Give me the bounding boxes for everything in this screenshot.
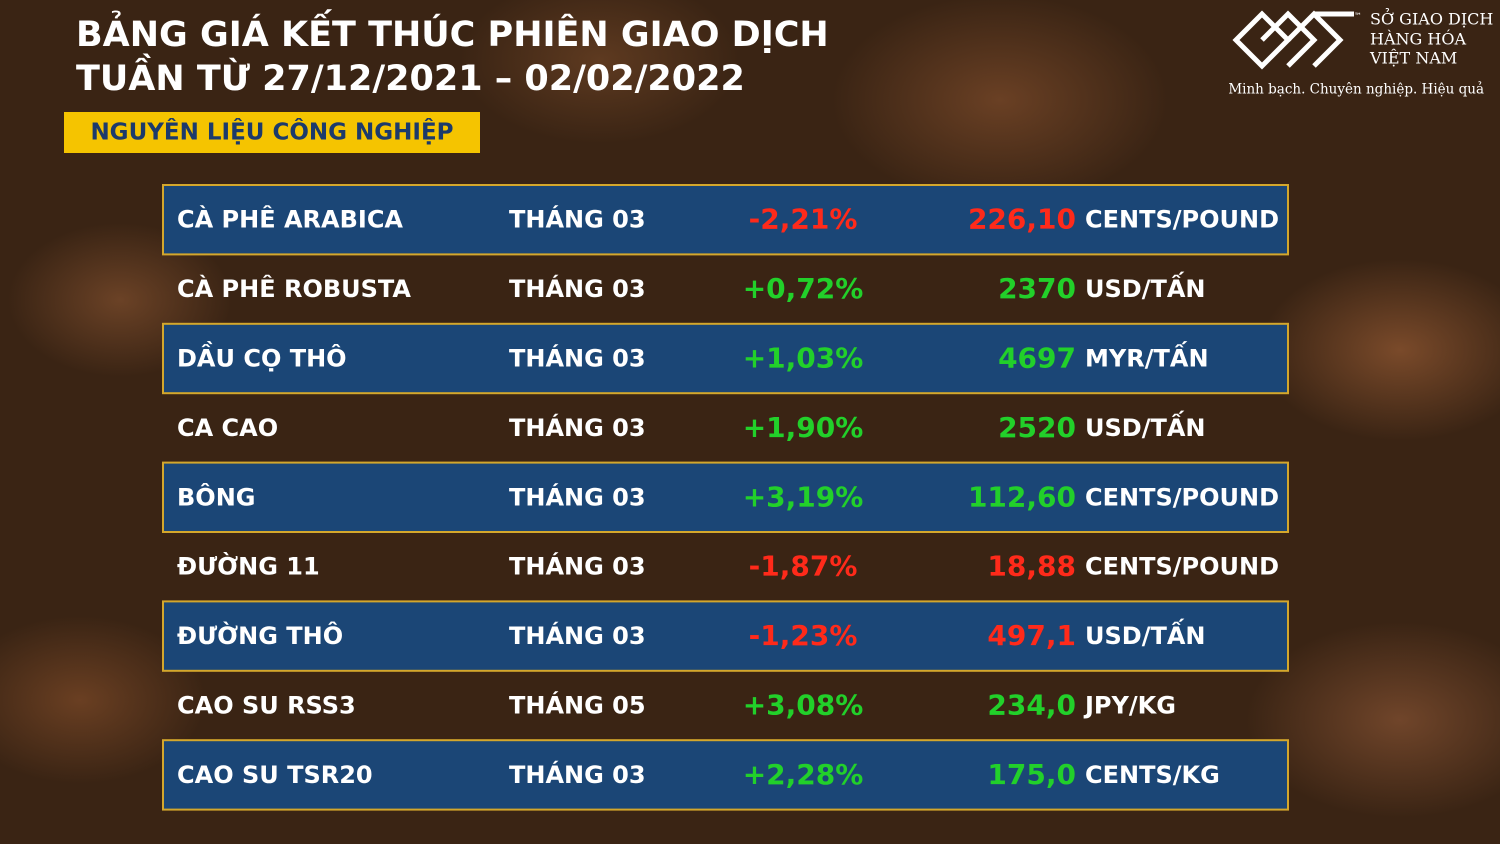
contract-month: THÁNG 03 [509, 760, 646, 789]
logo-name: VIỆT NAM [1369, 49, 1457, 68]
commodity: ĐƯỜNG 11 [177, 551, 320, 581]
logo-mark [1232, 10, 1354, 70]
unit: CENTS/POUND [1085, 553, 1279, 581]
unit: JPY/KG [1083, 692, 1176, 720]
table: CÀ PHÊ ARABICA THÁNG 03 -2,21% 226,10 CENTS/… [162, 184, 1289, 811]
unit: CENTS/POUND [1085, 483, 1279, 511]
unit: MYR/TẤN [1085, 340, 1209, 373]
commodity: BÔNG [177, 481, 255, 511]
unit: CENTS/KG [1085, 761, 1220, 789]
price: 18,88 [987, 550, 1076, 583]
contract-month: THÁNG 05 [509, 691, 646, 720]
change: -1,23% [749, 619, 858, 652]
change: -2,21% [749, 203, 858, 236]
contract-month: THÁNG 03 [509, 552, 646, 581]
contract-month: THÁNG 03 [509, 274, 646, 303]
change: +0,72% [743, 272, 864, 305]
change: +1,03% [743, 342, 864, 375]
commodity: CÀ PHÊ ARABICA [177, 205, 403, 234]
contract-month: THÁNG 03 [509, 482, 646, 511]
row-bg [162, 739, 1289, 811]
commodity: CA CAO [177, 414, 278, 442]
contract-month: THÁNG 03 [509, 344, 646, 373]
unit: USD/TẤN [1085, 270, 1206, 303]
row-bg [162, 322, 1289, 395]
commodity: CAO SU TSR20 [177, 761, 373, 789]
logo-name: HÀNG HÓA [1370, 29, 1466, 49]
price: 2370 [998, 272, 1076, 305]
price: 226,10 [968, 203, 1076, 236]
commodity: DẦU CỌ THÔ [177, 340, 347, 373]
logo-slogan: Minh bạch. Chuyên nghiệp. Hiệu quả [1228, 82, 1484, 98]
row-bg [162, 600, 1289, 672]
row-bg [162, 184, 1289, 256]
title-line: TUẦN TỪ 27/12/2021 – 02/02/2022 [76, 52, 745, 99]
price: 2520 [998, 411, 1076, 444]
price: 175,0 [987, 758, 1076, 791]
logo-tm: ™ [1354, 12, 1362, 21]
price: 4697 [998, 342, 1076, 375]
unit: USD/TẤN [1085, 409, 1206, 442]
price: 497,1 [987, 619, 1076, 652]
change: +3,08% [743, 689, 864, 722]
contract-month: THÁNG 03 [509, 413, 646, 442]
price: 234,0 [987, 689, 1076, 722]
commodity: CAO SU RSS3 [177, 692, 356, 720]
unit: USD/TẤN [1085, 617, 1206, 650]
commodity: ĐƯỜNG THÔ [177, 620, 343, 650]
badge: NGUYÊN LIỆU CÔNG NGHIỆP [90, 118, 453, 146]
contract-month: THÁNG 03 [509, 205, 646, 234]
unit: CENTS/POUND [1085, 206, 1279, 234]
commodity: CÀ PHÊ ROBUSTA [177, 274, 411, 303]
change: -1,87% [749, 550, 858, 583]
row-bg [162, 461, 1289, 534]
title-line: BẢNG GIÁ KẾT THÚC PHIÊN GIAO DỊCH [76, 8, 829, 55]
badge-bg [64, 112, 480, 153]
logo-name: SỞ GIAO DỊCH [1370, 7, 1493, 29]
contract-month: THÁNG 03 [509, 621, 646, 650]
change: +1,90% [743, 411, 864, 444]
price: 112,60 [968, 480, 1076, 513]
change: +3,19% [743, 480, 864, 513]
change: +2,28% [743, 758, 864, 791]
